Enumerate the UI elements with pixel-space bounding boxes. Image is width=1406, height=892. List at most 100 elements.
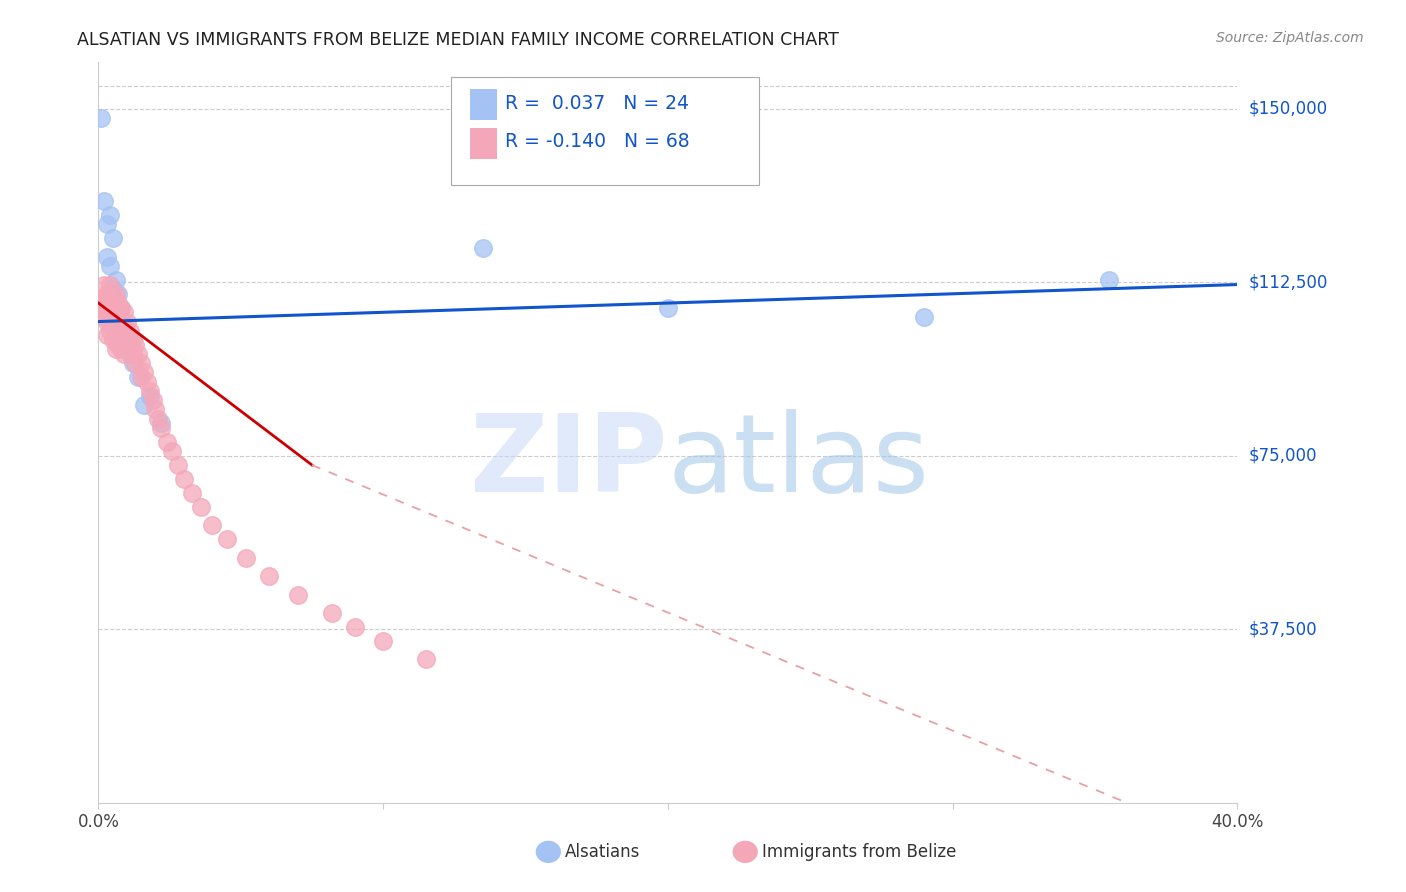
Point [321,606,343,620]
Point [104,301,127,315]
Point [912,310,935,324]
Point [287,588,309,602]
Point [127,347,149,361]
Point [115,333,138,347]
Point [138,388,160,402]
Point [259,569,281,583]
Point [98,324,121,338]
Point [90,111,112,125]
Point [101,282,124,296]
Point [104,314,127,328]
Point [90,305,112,319]
Point [107,310,129,324]
Point [1098,273,1121,287]
Point [127,370,149,384]
Point [93,292,115,306]
Point [132,398,155,412]
Point [657,301,679,315]
Point [156,434,179,449]
Point [138,384,160,398]
Point [101,305,124,319]
Point [93,194,115,209]
Text: $75,000: $75,000 [1249,447,1317,465]
Point [101,333,124,347]
Point [90,296,112,310]
Point [96,314,118,328]
Text: ZIP: ZIP [470,409,668,516]
Point [112,347,135,361]
Point [415,652,437,666]
Point [129,356,152,370]
Point [132,366,155,380]
Point [150,417,173,431]
FancyBboxPatch shape [451,78,759,185]
Point [129,370,152,384]
Point [148,411,170,425]
Point [173,472,195,486]
Point [107,337,129,351]
Point [93,277,115,292]
Point [112,324,135,338]
Point [98,296,121,310]
Point [112,319,135,334]
Point [115,328,138,343]
Text: $112,500: $112,500 [1249,273,1327,291]
Point [150,421,173,435]
Point [112,333,135,347]
Point [235,550,257,565]
Point [118,324,141,338]
Point [110,314,132,328]
Point [110,328,132,343]
Point [96,218,118,232]
Point [115,314,138,328]
Point [121,356,143,370]
Point [201,518,224,533]
Point [121,333,143,347]
Point [93,310,115,324]
Point [98,259,121,273]
Text: Immigrants from Belize: Immigrants from Belize [762,843,956,861]
Point [107,296,129,310]
Point [118,337,141,351]
Point [104,328,127,343]
Point [145,402,167,417]
Point [110,301,132,315]
Text: ALSATIAN VS IMMIGRANTS FROM BELIZE MEDIAN FAMILY INCOME CORRELATION CHART: ALSATIAN VS IMMIGRANTS FROM BELIZE MEDIA… [77,31,839,49]
Point [96,328,118,343]
Point [101,231,124,245]
Point [104,286,127,301]
Point [343,620,366,634]
Text: $150,000: $150,000 [1249,100,1327,118]
Point [101,319,124,334]
Point [104,343,127,357]
Point [110,343,132,357]
Text: R = -0.140   N = 68: R = -0.140 N = 68 [505,132,689,151]
Text: $37,500: $37,500 [1249,620,1317,639]
Point [112,305,135,319]
Point [115,343,138,357]
Point [104,273,127,287]
Point [124,337,146,351]
Point [162,444,184,458]
Point [101,292,124,306]
Point [124,356,146,370]
Point [471,240,494,255]
Point [96,286,118,301]
Point [181,485,204,500]
Point [96,301,118,315]
Point [107,310,129,324]
Point [190,500,212,514]
Point [110,301,132,315]
Text: atlas: atlas [668,409,929,516]
Point [215,532,238,546]
Point [118,347,141,361]
FancyBboxPatch shape [470,89,498,120]
Point [98,208,121,222]
Point [98,310,121,324]
Point [98,277,121,292]
Point [107,286,129,301]
Text: R =  0.037   N = 24: R = 0.037 N = 24 [505,94,689,112]
Point [107,324,129,338]
Point [167,458,190,472]
Point [121,347,143,361]
